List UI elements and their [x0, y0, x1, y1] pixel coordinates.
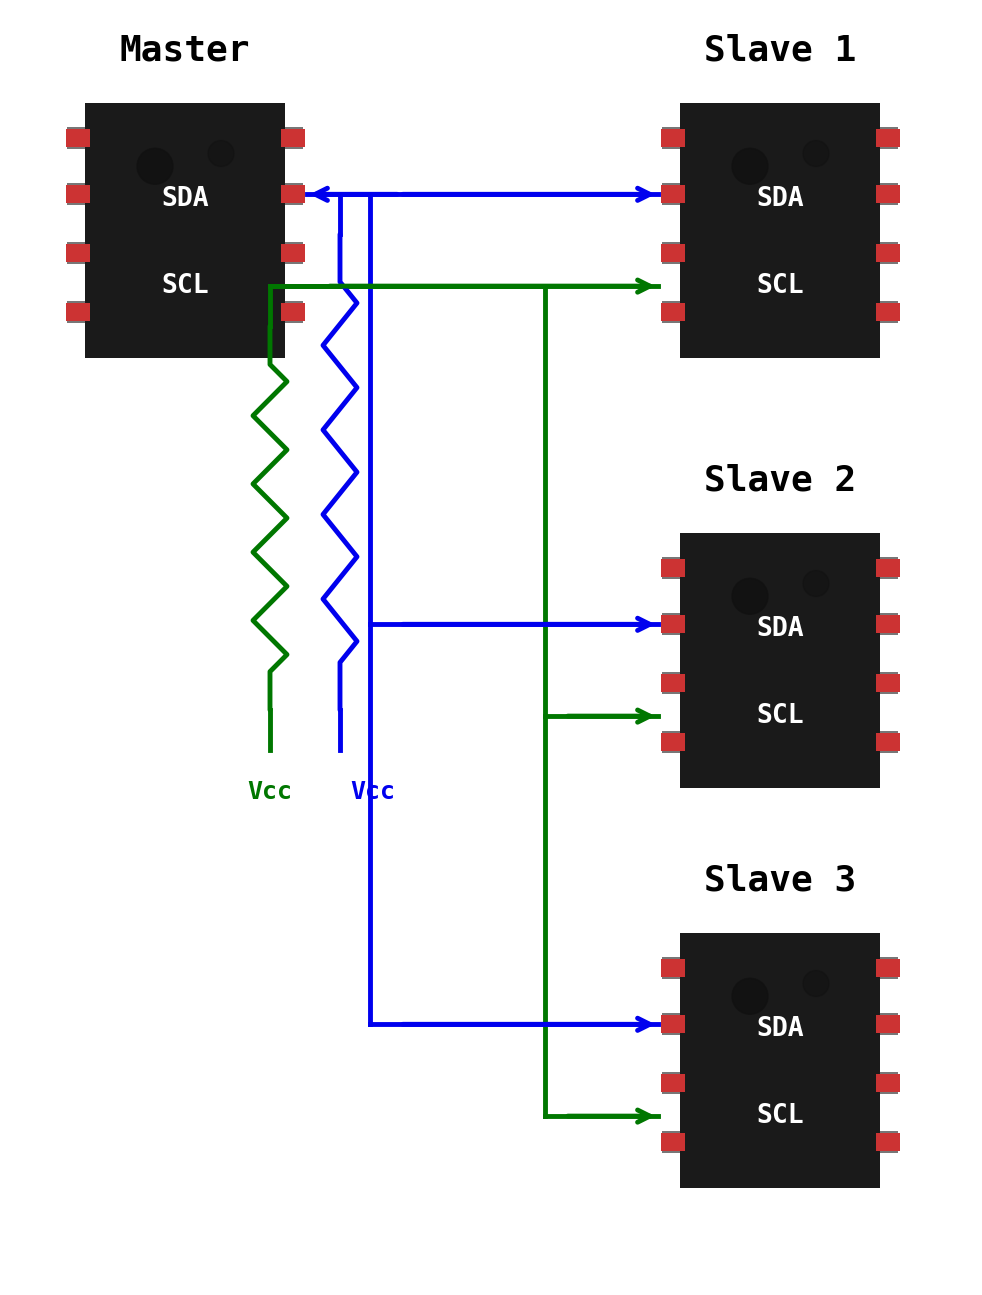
- Bar: [661, 303, 685, 321]
- Bar: [663, 957, 693, 979]
- Bar: [663, 1072, 693, 1094]
- Bar: [876, 185, 900, 203]
- Bar: [867, 127, 898, 149]
- Bar: [85, 102, 285, 357]
- Text: SDA: SDA: [756, 186, 804, 212]
- Bar: [876, 243, 900, 262]
- Bar: [876, 1015, 900, 1033]
- Bar: [661, 130, 685, 148]
- Bar: [661, 615, 685, 633]
- Text: SCL: SCL: [756, 1103, 804, 1129]
- Bar: [680, 932, 880, 1188]
- Text: Slave 3: Slave 3: [704, 864, 856, 897]
- Bar: [876, 130, 900, 148]
- Bar: [272, 184, 302, 206]
- Bar: [867, 672, 898, 694]
- Bar: [867, 957, 898, 979]
- Bar: [68, 127, 98, 149]
- Bar: [272, 242, 302, 264]
- Circle shape: [803, 140, 829, 167]
- Bar: [876, 1074, 900, 1092]
- Bar: [663, 1013, 693, 1035]
- Bar: [663, 1131, 693, 1153]
- Text: SCL: SCL: [756, 703, 804, 729]
- Text: SCL: SCL: [756, 273, 804, 299]
- Bar: [867, 242, 898, 264]
- Circle shape: [803, 970, 829, 996]
- Bar: [661, 1133, 685, 1150]
- Circle shape: [732, 148, 768, 184]
- Bar: [663, 730, 693, 752]
- Bar: [272, 300, 302, 322]
- Bar: [281, 303, 304, 321]
- Bar: [867, 1013, 898, 1035]
- Text: Vcc: Vcc: [350, 780, 395, 804]
- Text: SDA: SDA: [756, 1017, 804, 1042]
- Bar: [661, 1015, 685, 1033]
- Bar: [661, 559, 685, 578]
- Bar: [867, 184, 898, 206]
- Bar: [68, 242, 98, 264]
- Bar: [663, 300, 693, 322]
- Bar: [663, 672, 693, 694]
- Circle shape: [732, 579, 768, 614]
- Circle shape: [803, 571, 829, 597]
- Bar: [867, 557, 898, 579]
- Bar: [867, 1131, 898, 1153]
- Bar: [876, 673, 900, 692]
- Bar: [67, 303, 90, 321]
- Text: SDA: SDA: [756, 616, 804, 642]
- Bar: [876, 1133, 900, 1150]
- Text: Slave 1: Slave 1: [704, 34, 856, 67]
- Bar: [661, 243, 685, 262]
- Text: Slave 2: Slave 2: [704, 464, 856, 497]
- Bar: [680, 102, 880, 357]
- Circle shape: [137, 148, 173, 184]
- Bar: [680, 532, 880, 787]
- Bar: [876, 559, 900, 578]
- Bar: [661, 733, 685, 751]
- Bar: [281, 185, 304, 203]
- Bar: [67, 130, 90, 148]
- Bar: [661, 673, 685, 692]
- Text: Vcc: Vcc: [247, 780, 293, 804]
- Bar: [867, 1072, 898, 1094]
- Bar: [661, 1074, 685, 1092]
- Bar: [876, 303, 900, 321]
- Bar: [67, 185, 90, 203]
- Circle shape: [732, 978, 768, 1014]
- Bar: [281, 243, 304, 262]
- Text: Master: Master: [120, 34, 250, 67]
- Bar: [663, 184, 693, 206]
- Text: SCL: SCL: [161, 273, 209, 299]
- Bar: [68, 184, 98, 206]
- Bar: [661, 185, 685, 203]
- Bar: [661, 960, 685, 978]
- Bar: [281, 130, 304, 148]
- Bar: [68, 300, 98, 322]
- Bar: [876, 733, 900, 751]
- Bar: [867, 730, 898, 752]
- Bar: [876, 960, 900, 978]
- Bar: [663, 557, 693, 579]
- Bar: [272, 127, 302, 149]
- Bar: [663, 614, 693, 636]
- Bar: [663, 127, 693, 149]
- Bar: [67, 243, 90, 262]
- Bar: [876, 615, 900, 633]
- Circle shape: [208, 140, 234, 167]
- Bar: [663, 242, 693, 264]
- Text: SDA: SDA: [161, 186, 209, 212]
- Bar: [867, 614, 898, 636]
- Bar: [867, 300, 898, 322]
